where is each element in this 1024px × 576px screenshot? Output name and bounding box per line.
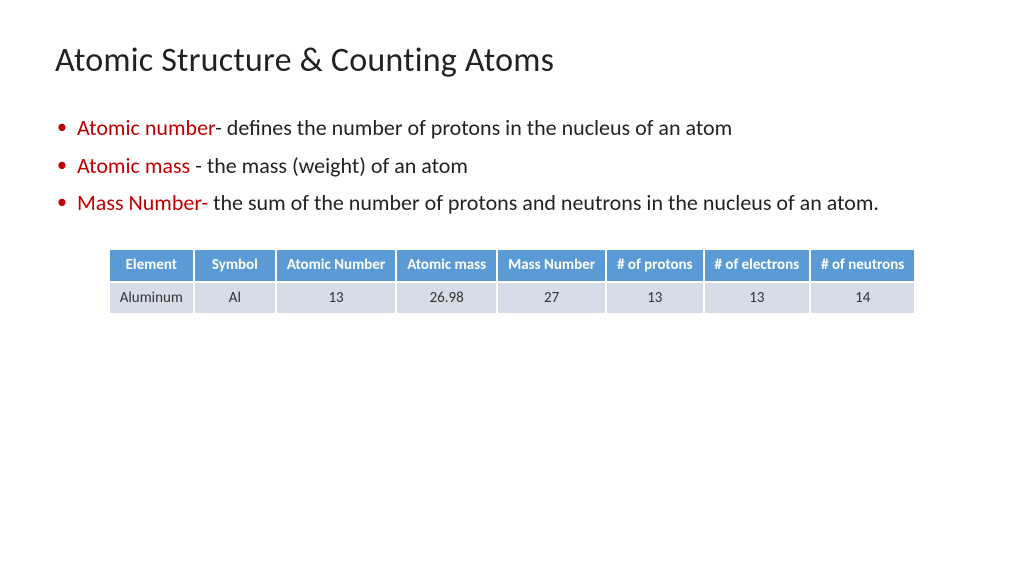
cell-symbol: Al	[195, 283, 275, 313]
col-mass-number: Mass Number	[498, 250, 605, 281]
definitions-list: Atomic number- defines the number of pro…	[55, 113, 969, 218]
table-row: Aluminum Al 13 26.98 27 13 13 14	[110, 283, 915, 313]
definition: the sum of the number of protons and neu…	[213, 189, 879, 216]
definition: - defines the number of protons in the n…	[215, 114, 732, 141]
list-item: Mass Number- the sum of the number of pr…	[55, 188, 969, 218]
col-protons: # of protons	[607, 250, 702, 281]
col-atomic-mass: Atomic mass	[397, 250, 496, 281]
term: Mass Number-	[77, 189, 213, 216]
cell-mass-number: 27	[498, 283, 605, 313]
cell-neutrons: 14	[811, 283, 914, 313]
cell-atomic-mass: 26.98	[397, 283, 496, 313]
cell-element: Aluminum	[110, 283, 193, 313]
cell-atomic-number: 13	[277, 283, 395, 313]
definition: - the mass (weight) of an atom	[195, 152, 468, 179]
col-electrons: # of electrons	[705, 250, 810, 281]
table-header-row: Element Symbol Atomic Number Atomic mass…	[110, 250, 915, 281]
col-neutrons: # of neutrons	[811, 250, 914, 281]
cell-electrons: 13	[705, 283, 810, 313]
term: Atomic number	[77, 114, 215, 141]
list-item: Atomic number- defines the number of pro…	[55, 113, 969, 143]
page-title: Atomic Structure & Counting Atoms	[55, 40, 969, 81]
col-atomic-number: Atomic Number	[277, 250, 395, 281]
list-item: Atomic mass - the mass (weight) of an at…	[55, 151, 969, 181]
term: Atomic mass	[77, 152, 195, 179]
col-symbol: Symbol	[195, 250, 275, 281]
col-element: Element	[110, 250, 193, 281]
cell-protons: 13	[607, 283, 702, 313]
atom-data-table: Element Symbol Atomic Number Atomic mass…	[108, 248, 917, 315]
